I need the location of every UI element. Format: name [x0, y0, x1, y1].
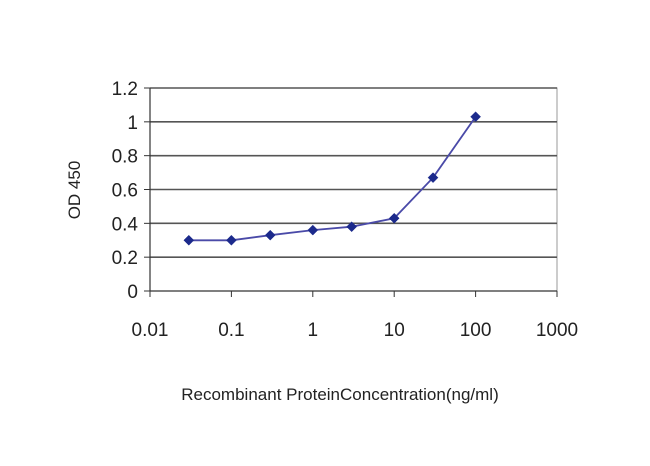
data-point-marker [226, 234, 237, 246]
data-point-marker [346, 221, 357, 233]
data-series [183, 111, 481, 246]
x-tick-labels: 0.01 0.1 1 10 100 1000 [132, 320, 579, 341]
y-tick-label: 1 [127, 113, 138, 134]
grid-lines [150, 87, 557, 258]
x-tick-label: 0.01 [132, 320, 169, 341]
x-tick-label: 10 [384, 320, 405, 341]
y-tick-label: 0.8 [112, 147, 138, 168]
y-tick-label: 1.2 [112, 79, 138, 100]
y-tick-label: 0 [127, 282, 138, 303]
data-point-marker [470, 111, 481, 123]
y-tick-labels: 0 0.2 0.4 0.6 0.8 1 1.2 [112, 79, 139, 303]
y-axis-title: OD 450 [65, 161, 84, 220]
data-point-marker [388, 212, 400, 224]
y-tick-label: 0.6 [112, 181, 138, 202]
x-tick-label: 1 [308, 320, 319, 341]
data-point-marker [183, 234, 195, 246]
x-tick-label: 0.1 [218, 320, 244, 341]
data-point-marker [427, 172, 439, 184]
data-point-marker [307, 224, 319, 236]
x-axis-title: Recombinant ProteinConcentration(ng/ml) [181, 385, 499, 404]
y-tick-label: 0.2 [112, 248, 138, 269]
axes [144, 87, 558, 297]
y-tick-label: 0.4 [112, 214, 139, 235]
data-point-marker [264, 229, 276, 241]
x-tick-label: 1000 [536, 320, 578, 341]
series-line [188, 116, 477, 242]
x-tick-label: 100 [460, 320, 492, 341]
